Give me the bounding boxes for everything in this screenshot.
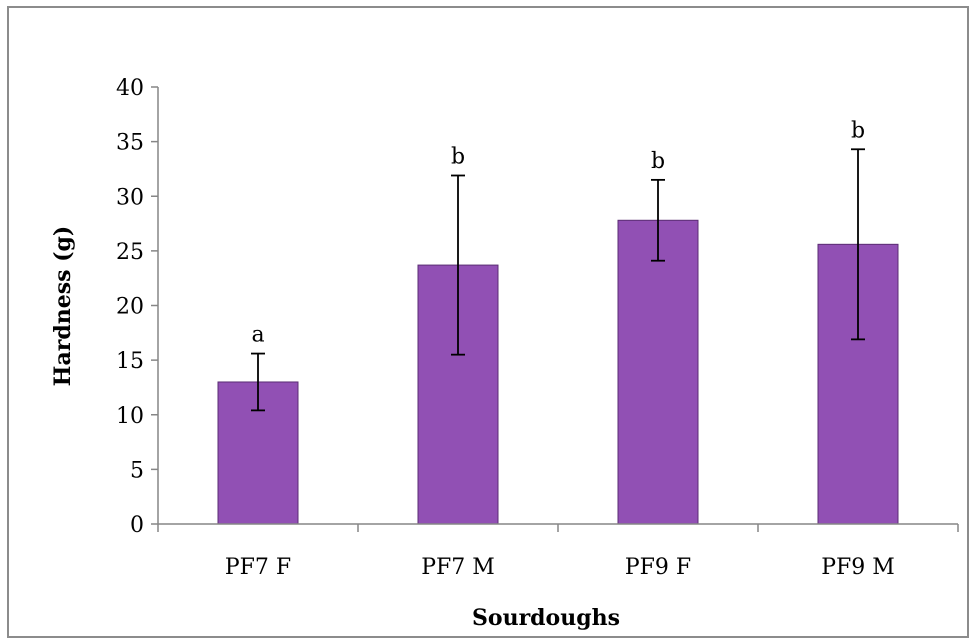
y-axis-title: Hardness (g) (50, 226, 76, 387)
x-category-label: PF9 F (625, 555, 691, 580)
y-tick-label: 20 (116, 295, 144, 320)
significance-labels-group: a b b b (251, 118, 865, 347)
y-tick-label: 5 (130, 458, 144, 483)
y-tick-label: 35 (116, 131, 144, 156)
x-category-label: PF7 F (225, 555, 291, 580)
bar (617, 219, 699, 525)
y-tick-label: 0 (130, 513, 144, 538)
significance-label: b (651, 149, 665, 174)
y-tick-label: 40 (116, 76, 144, 101)
y-tick-label: 10 (116, 404, 144, 429)
significance-label: b (451, 144, 465, 169)
y-tick-label: 30 (116, 185, 144, 210)
significance-label: a (251, 323, 264, 348)
x-axis-title: Sourdoughs (472, 605, 620, 631)
bars-group (217, 219, 899, 525)
y-axis-ticks: 0 5 10 15 20 25 30 35 40 (116, 76, 158, 538)
y-tick-label: 25 (116, 240, 144, 265)
x-category-label: PF9 M (821, 555, 895, 580)
x-axis-ticks: PF7 F PF7 M PF9 F PF9 M (157, 524, 959, 580)
error-bars-group (251, 148, 865, 412)
x-category-label: PF7 M (421, 555, 495, 580)
significance-label: b (851, 118, 865, 143)
y-tick-label: 15 (116, 349, 144, 374)
